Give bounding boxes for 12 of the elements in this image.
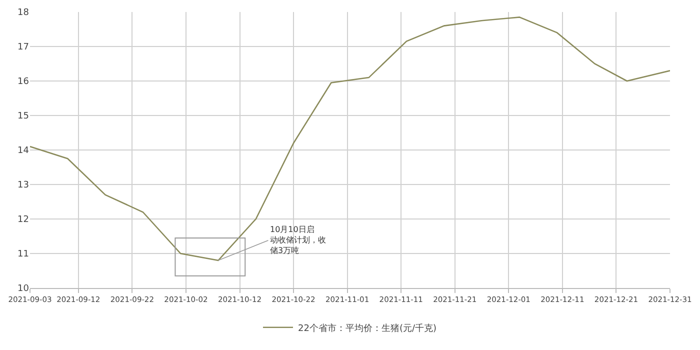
y-tick-label: 15 [18, 112, 29, 122]
y-tick-label: 18 [18, 8, 30, 18]
y-tick-label: 13 [18, 180, 29, 191]
y-tick-label: 11 [18, 250, 29, 260]
line-series [30, 16, 670, 262]
legend-label: 22个省市：平均价：生猪(元/千克) [298, 322, 437, 334]
annotation: 10月10日启动收储计划，收储3万吨 [270, 225, 326, 255]
y-tick-label: 12 [18, 215, 29, 226]
y-tick-label: 16 [18, 77, 30, 88]
y-tick-label: 10 [18, 284, 30, 294]
y-tick-label: 17 [18, 42, 29, 53]
y-tick-label: 14 [18, 146, 30, 156]
